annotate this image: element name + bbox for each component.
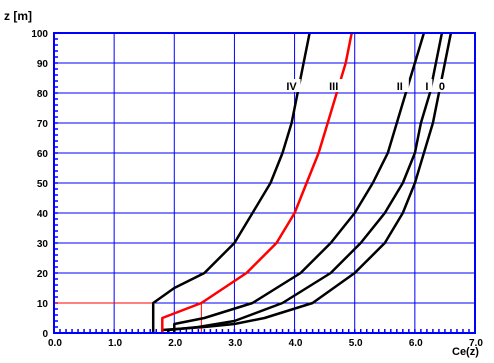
y-tick-label: 70 <box>37 119 49 130</box>
curve-label: 0 <box>439 81 445 93</box>
y-tick-label: 30 <box>37 239 49 250</box>
curve-label-bg <box>282 79 301 92</box>
y-tick-label: 60 <box>37 149 49 160</box>
y-tick-label: 0 <box>42 329 48 340</box>
x-axis-label: Ce(z) <box>452 346 479 358</box>
series-line-I <box>167 32 444 333</box>
x-tick-label: 3.0 <box>228 338 242 349</box>
x-tick-label: 7.0 <box>469 338 483 349</box>
curve-label: II <box>397 81 403 93</box>
series-line-0 <box>161 32 453 333</box>
y-tick-label: 90 <box>37 59 49 70</box>
y-tick-label: 100 <box>31 29 48 40</box>
x-tick-labels: 0.0 1.0 2.0 3.0 4.0 5.0 6.0 7.0 <box>48 338 483 349</box>
x-tick-label: 4.0 <box>289 338 303 349</box>
series-line-II <box>173 32 426 333</box>
grid <box>53 32 476 334</box>
x-tick-label: 1.0 <box>108 338 122 349</box>
y-tick-label: 50 <box>37 179 49 190</box>
curve-label: IV <box>286 81 297 93</box>
x-tick-label: 6.0 <box>409 338 423 349</box>
curve-label-bg <box>390 79 409 92</box>
y-tick-labels: 0 10 20 30 40 50 60 70 80 90 100 <box>31 29 48 340</box>
x-tick-label: 5.0 <box>349 338 363 349</box>
y-tick-label: 10 <box>37 299 49 310</box>
x-tick-label: 0.0 <box>48 338 62 349</box>
curve-label: I <box>425 81 428 93</box>
curve-labels: IV III II I 0 <box>282 79 448 93</box>
y-axis-label: z [m] <box>4 9 32 23</box>
y-tick-label: 20 <box>37 269 49 280</box>
plot-frame <box>53 32 476 334</box>
curve-label-bg <box>321 79 347 92</box>
curve-label: III <box>329 81 338 93</box>
y-tick-label: 40 <box>37 209 49 220</box>
x-tick-label: 2.0 <box>168 338 182 349</box>
curve-label-bg <box>421 79 433 92</box>
curve-label-bg <box>436 79 448 92</box>
y-tick-label: 80 <box>37 89 49 100</box>
